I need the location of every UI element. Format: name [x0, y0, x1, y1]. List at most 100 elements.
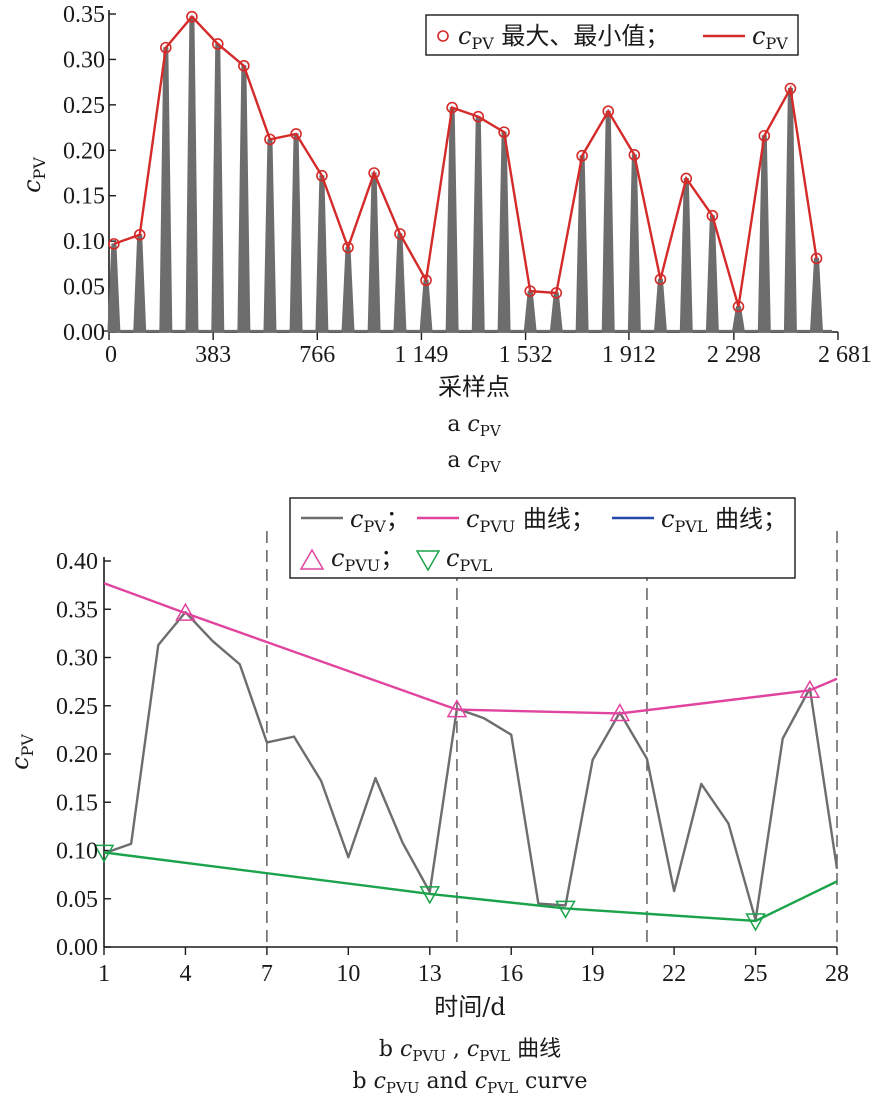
panel-b-x-tick-label: 13 — [418, 961, 442, 987]
legend-entry-cpvl-curve: cPVL 曲线； — [661, 505, 787, 536]
panel-b-x-tick-label: 28 — [825, 961, 849, 987]
panel-a-pulse — [341, 247, 355, 333]
panel-a-pulse — [263, 138, 277, 333]
panel-b-y-tick-label: 0.35 — [56, 597, 98, 623]
panel-a-pulse — [367, 172, 381, 333]
panel-a-y-tick-label: 0.10 — [63, 229, 105, 255]
panel-b-x-tick-label: 16 — [499, 961, 523, 987]
panel-b-cpvl-marker — [745, 913, 766, 932]
panel-a-pulse — [315, 175, 329, 333]
panel-b-series — [93, 582, 839, 932]
panel-a-extreme-marker — [550, 287, 563, 299]
panel-b-cpvu-curve — [103, 582, 838, 715]
panel-a-pulse — [159, 47, 173, 333]
panel-a-x-tick-label: 2 681 — [818, 342, 872, 368]
panel-b-y-tick-label: 0.00 — [56, 935, 98, 961]
panel-a-y-tick-label: 0.20 — [63, 138, 105, 164]
panel-a-pulse — [627, 154, 641, 333]
panel-a-caption-cn: a cPV — [447, 412, 502, 440]
panel-a-pulse — [471, 116, 485, 333]
panel-b-x-tick-label: 19 — [581, 961, 605, 987]
panel-b-x-tick-label: 1 — [98, 961, 110, 987]
panel-b-cpvu-marker — [175, 602, 196, 621]
panel-a-x-tick-label: 383 — [195, 342, 231, 368]
legend-entry-cpv-line: cPV — [752, 22, 788, 53]
panel-b-x-tick-label: 7 — [261, 961, 273, 987]
panel-a-x-label: 采样点 — [438, 373, 510, 401]
panel-b-y-tick-label: 0.25 — [56, 694, 98, 720]
panel-b-caption-en: b cPVU and cPVL curve — [352, 1069, 587, 1097]
panel-a-y-tick-label: 0.05 — [63, 275, 105, 301]
panel-b-cpvl-marker — [93, 844, 115, 863]
legend-entry-cpv: cPV； — [350, 505, 410, 536]
panel-a-extreme-marker — [211, 38, 224, 50]
panel-a-extreme-marker — [654, 273, 667, 286]
panel-b-x-tick-label: 22 — [662, 961, 686, 987]
panel-b-x-tick-label: 25 — [744, 961, 768, 987]
panel-a-y-label: cPV — [18, 157, 49, 193]
panel-a-extreme-marker — [108, 238, 120, 250]
legend-entry-cpvu-curve: cPVU 曲线； — [466, 505, 595, 536]
panel-a-pulse — [211, 43, 225, 333]
panel-b-y-tick-label: 0.30 — [56, 646, 98, 672]
panel-a-x-tick-label: 1 149 — [394, 342, 448, 368]
panel-a-x-tick-label: 1 912 — [602, 342, 656, 368]
panel-a-pulse — [653, 278, 667, 333]
panel-a-legend: cPV 最大、最小值； cPV — [425, 14, 799, 56]
panel-a-pulse — [237, 65, 251, 333]
legend-entry-cpvl: cPVL — [446, 544, 493, 575]
panel-a-y-tick-label: 0.35 — [63, 2, 105, 28]
panel-a-extreme-marker — [498, 126, 510, 138]
panel-a-x-tick-label: 2 298 — [707, 342, 761, 368]
chart-panel-b: 0.00 0.05 0.10 0.15 0.20 0.25 0.30 0.35 0.40 1 4 7 1… — [6, 497, 849, 1097]
panel-a-extreme-marker — [706, 209, 719, 222]
panel-a-extreme-marker — [758, 129, 771, 142]
panel-b-y-tick-label: 0.40 — [56, 549, 98, 575]
panel-b-y-tick-label: 0.15 — [56, 790, 98, 816]
panel-a-extreme-marker — [628, 149, 641, 161]
panel-a-caption-en: a cPV — [447, 448, 502, 476]
legend-up-triangle-icon — [299, 548, 325, 570]
legend-entry-cpvu: cPVU； — [331, 544, 404, 575]
panel-a-extreme-marker — [316, 169, 328, 182]
panel-a-y-tick-label: 0.00 — [63, 320, 105, 346]
panel-a-pulse — [133, 234, 147, 333]
panel-a-extreme-marker — [133, 228, 146, 241]
panel-b-y-label: cPV — [6, 734, 37, 770]
panel-b-y-tick-label: 0.05 — [56, 887, 98, 913]
chart-panel-a: 0.00 0.05 0.10 0.15 0.20 0.25 0.30 0.35 0 383 766 1… — [18, 2, 872, 476]
panel-a-y-tick-label: 0.15 — [63, 184, 105, 210]
panel-b-x-tick-label: 10 — [336, 961, 360, 987]
panel-b-y-tick-label: 0.20 — [56, 742, 98, 768]
panel-b-cpvl-curve — [103, 851, 838, 923]
panel-b-cpvl-marker — [419, 886, 441, 905]
panel-a-extreme-marker — [576, 149, 588, 162]
panel-a-extreme-marker — [238, 59, 250, 72]
legend-down-triangle-icon — [415, 550, 441, 572]
panel-b-legend: cPV； cPVU 曲线； cPVL 曲线； cPVU； cPVL — [289, 497, 796, 579]
legend-circle-marker — [437, 30, 449, 42]
panel-a-extreme-marker — [810, 252, 823, 265]
panel-a-pulse-series — [101, 16, 832, 333]
panel-a-envelope-series — [108, 10, 823, 313]
panel-b-y-tick-label: 0.10 — [56, 839, 98, 865]
panel-b-x-tick-label: 4 — [179, 961, 191, 987]
panel-a-extreme-marker — [290, 128, 302, 140]
panel-b-cpvl-marker — [555, 900, 576, 919]
panel-a-pulse — [679, 177, 693, 333]
panel-a-x-tick-label: 766 — [299, 342, 335, 368]
panel-a-pulse — [393, 233, 407, 333]
panel-b-cpvu-marker — [446, 699, 468, 718]
panel-a-pulse — [185, 16, 199, 333]
panel-a-extreme-marker — [680, 172, 693, 185]
panel-a-y-tick-label: 0.25 — [63, 93, 105, 119]
panel-a-extreme-marker — [160, 41, 172, 54]
panel-a-pulse — [289, 133, 303, 333]
panel-a-extreme-marker — [784, 82, 797, 95]
panel-a-pulse — [549, 292, 563, 333]
panel-b-axes — [103, 557, 838, 955]
panel-a-pulse — [601, 110, 615, 333]
panel-a-pulse — [523, 290, 537, 333]
panel-a-extreme-marker — [602, 105, 615, 118]
